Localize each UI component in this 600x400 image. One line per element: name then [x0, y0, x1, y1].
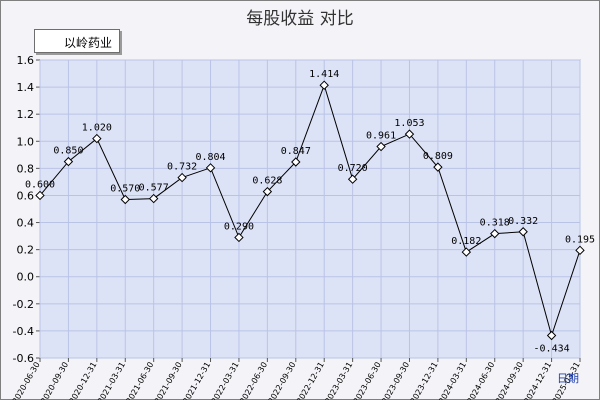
y-tick-label: 0.4	[17, 217, 35, 230]
x-tick-label: 2022-12-31	[295, 361, 326, 400]
data-label: 0.290	[224, 221, 254, 232]
y-tick-label: 1.0	[17, 135, 35, 148]
x-axis-label: 日期	[557, 372, 579, 385]
x-tick-label: 2023-09-30	[380, 361, 411, 400]
data-point	[148, 193, 159, 204]
data-label: 0.809	[423, 151, 453, 162]
data-point	[376, 141, 386, 152]
data-point	[177, 172, 187, 183]
y-tick-label: 1.2	[17, 108, 35, 121]
data-label: 0.195	[565, 234, 595, 245]
x-tick-label: 2022-09-30	[266, 361, 297, 400]
x-tick-label: 2024-09-30	[494, 361, 525, 400]
x-tick-label: 2021-12-31	[181, 361, 212, 400]
x-tick-label: 2021-06-30	[124, 361, 155, 400]
data-point	[546, 330, 557, 341]
y-tick-label: 0.6	[17, 189, 35, 202]
data-point	[433, 162, 443, 172]
data-label: 1.020	[82, 123, 112, 134]
x-tick-label: 2023-06-30	[352, 361, 383, 400]
x-tick-label: 2024-03-31	[437, 361, 468, 400]
data-label: 0.847	[281, 146, 311, 157]
y-tick-label: 1.4	[17, 81, 35, 94]
legend	[34, 29, 120, 53]
y-tick-label: -0.2	[13, 298, 34, 311]
data-label: 0.961	[366, 131, 396, 142]
y-tick-label: 0.0	[17, 271, 35, 284]
y-tick-label: 1.6	[17, 54, 35, 67]
x-tick-label: 2024-12-31	[522, 361, 553, 400]
y-tick-label: -0.6	[13, 352, 34, 365]
x-tick-label: 2020-06-30	[11, 361, 42, 400]
x-tick-label: 2020-09-30	[39, 361, 70, 400]
data-point	[319, 80, 329, 90]
y-tick-label: 0.8	[17, 162, 35, 175]
data-point	[262, 186, 273, 197]
data-label: 0.318	[480, 218, 510, 229]
data-label: 0.182	[451, 236, 481, 247]
data-label: 0.577	[139, 183, 169, 194]
series-line	[39, 83, 581, 338]
data-label: 0.332	[508, 216, 538, 227]
data-label: -0.434	[534, 344, 570, 355]
x-tick-label: 2021-09-30	[153, 361, 184, 400]
y-tick-label: 0.2	[17, 244, 35, 257]
data-point	[291, 157, 301, 167]
data-label: 0.570	[110, 184, 140, 195]
x-tick-label: 2021-03-31	[96, 361, 127, 400]
data-point	[575, 245, 585, 256]
chart-title: 每股收益 对比	[246, 9, 354, 29]
data-label: 1.053	[394, 118, 424, 129]
data-point	[120, 194, 130, 205]
data-point	[63, 156, 74, 167]
x-tick-label: 2023-03-31	[323, 361, 354, 400]
data-point	[92, 133, 102, 144]
x-tick-label: 2020-12-31	[68, 361, 99, 400]
data-point	[461, 247, 472, 257]
data-label: 0.720	[338, 163, 368, 174]
x-tick-label: 2024-06-30	[465, 360, 496, 400]
data-label: 0.600	[25, 179, 55, 190]
x-tick-label: 2022-06-30	[238, 361, 269, 400]
data-point	[518, 227, 528, 237]
data-point	[205, 163, 216, 173]
data-point	[404, 129, 415, 139]
data-label: 0.628	[252, 176, 282, 187]
data-label: 1.414	[309, 69, 339, 80]
x-tick-label: 2022-03-31	[210, 361, 241, 400]
x-tick-label: 2023-12-31	[409, 361, 440, 400]
data-point	[490, 228, 500, 239]
data-point	[347, 174, 358, 184]
plot-area	[39, 59, 581, 359]
legend-label: 以岭药业	[64, 36, 113, 50]
data-point	[35, 190, 45, 201]
data-label: 0.850	[53, 146, 83, 157]
y-tick-label: -0.4	[13, 325, 34, 338]
data-label: 0.732	[167, 162, 197, 173]
data-label: 0.804	[195, 152, 225, 163]
data-point	[234, 232, 244, 243]
